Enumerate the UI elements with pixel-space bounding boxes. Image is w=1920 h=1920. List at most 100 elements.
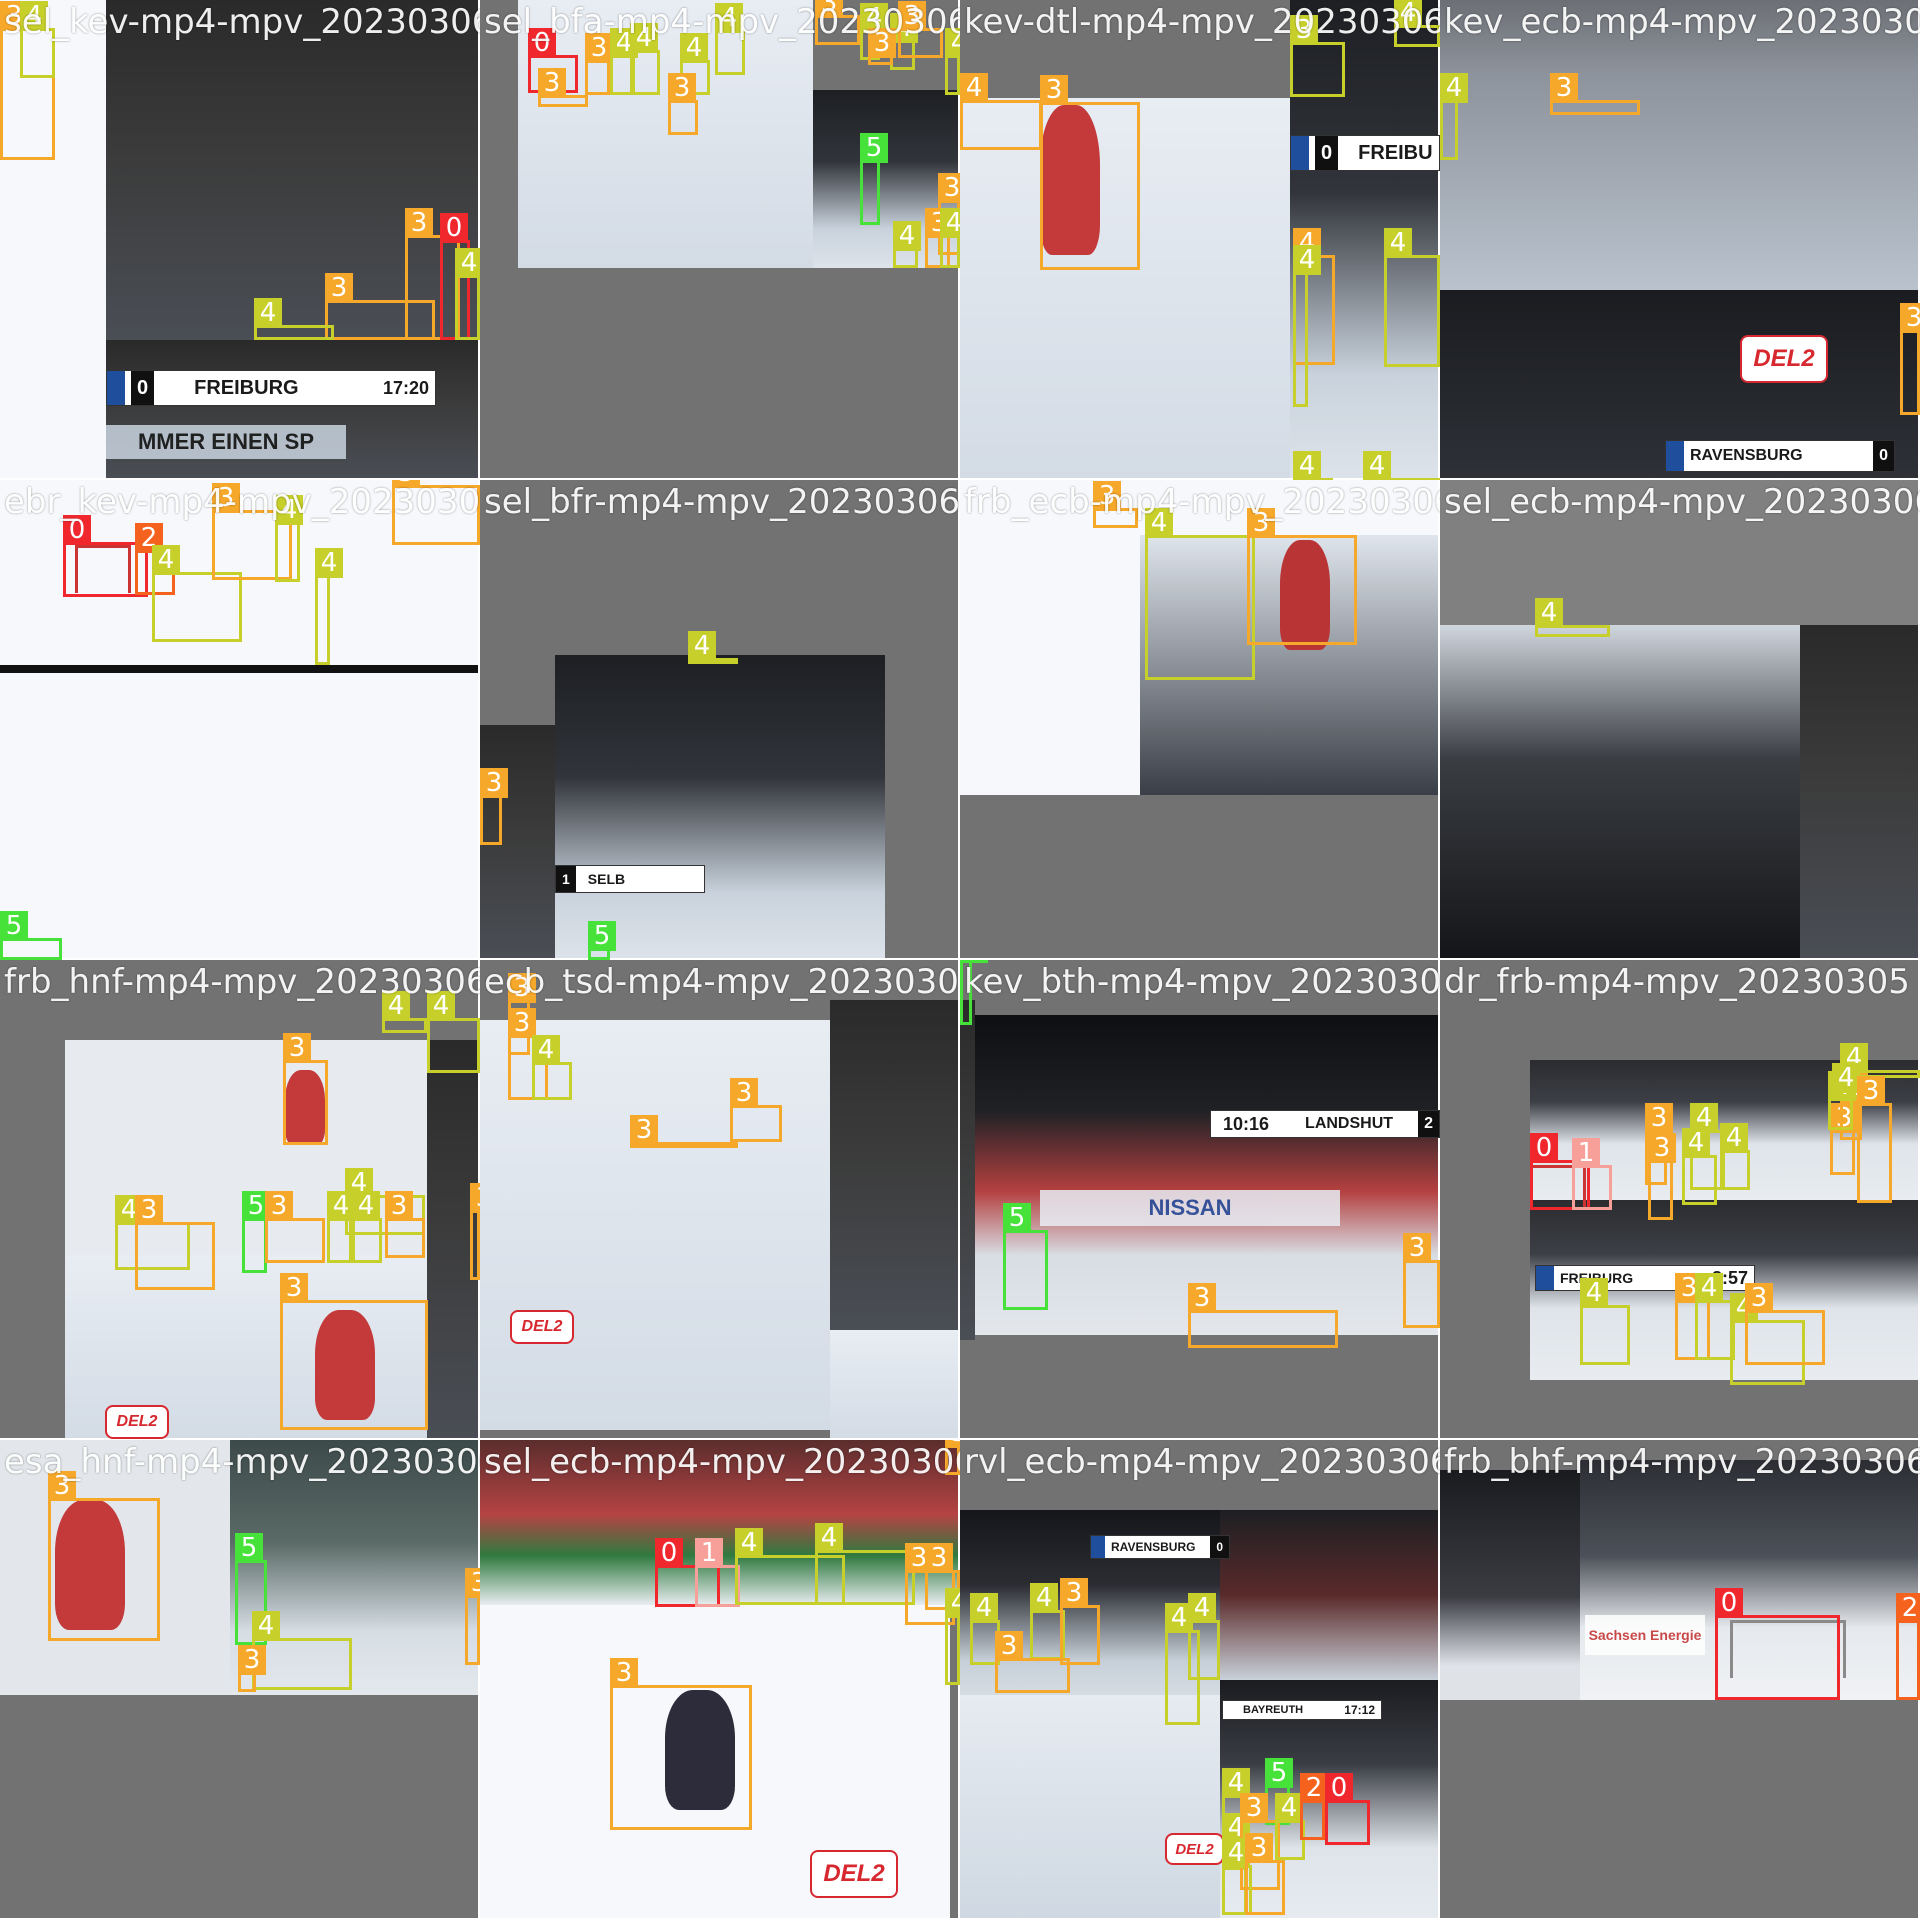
tile[interactable]: 4 sel_ecb-mp4-mpv_20230306 (1440, 480, 1920, 960)
bbox[interactable]: 2 (1300, 1773, 1328, 1840)
bbox[interactable]: 4 (1720, 1123, 1750, 1190)
bbox[interactable]: 4 (315, 548, 343, 665)
bbox[interactable]: 4 (275, 495, 303, 582)
bbox[interactable]: 4 (1440, 73, 1468, 160)
bbox[interactable]: 4 (152, 545, 242, 642)
bbox[interactable]: 0 (1530, 1133, 1590, 1210)
bbox[interactable]: 4 (715, 3, 745, 75)
bbox[interactable]: 4 (688, 631, 738, 664)
bbox[interactable]: 3 (815, 0, 860, 45)
bbox[interactable]: 4 (1535, 598, 1610, 637)
bbox[interactable]: 4 (1394, 0, 1440, 47)
bbox[interactable]: 4 (1293, 245, 1321, 407)
bbox[interactable]: 3 (1550, 73, 1640, 115)
bbox[interactable]: 3 (325, 273, 435, 340)
bbox[interactable]: 4 (970, 1593, 1000, 1665)
bbox[interactable]: 3 (868, 28, 896, 65)
bbox[interactable]: 3 (945, 1440, 960, 1475)
bbox[interactable]: 4 (382, 991, 427, 1033)
bbox[interactable]: 4 (352, 1191, 382, 1263)
bbox[interactable]: 3 (1745, 1283, 1825, 1365)
tile[interactable]: RAVENSBURG 0 BAYREUTH 17:12 DEL2 4 4 3 3 4… (960, 1440, 1440, 1920)
bbox[interactable]: 4 (1695, 1273, 1735, 1360)
bbox[interactable]: 5 (1003, 1203, 1048, 1310)
tile[interactable]: DEL2 3 4 4 4 4 3 5 3 4 4 3 3 3 frb_hnf-m… (0, 960, 480, 1440)
bbox[interactable]: 3 (135, 1195, 215, 1290)
bbox[interactable]: 4 (20, 1, 55, 78)
bbox[interactable]: 0 (655, 1538, 720, 1607)
bbox[interactable]: 3 (1403, 1233, 1440, 1328)
tile[interactable]: 3 4 3 frb_ecb-mp4-mpv_20230306 (960, 480, 1440, 960)
bbox[interactable]: 3 (1648, 1133, 1676, 1220)
bbox[interactable]: 3 (1247, 508, 1357, 645)
bbox[interactable]: 3 (1675, 1273, 1710, 1360)
bbox[interactable]: 4 (1363, 451, 1440, 480)
bbox[interactable]: 3 (1093, 481, 1138, 528)
tile[interactable]: 0 FREIBU 3 4 3 4 4 4 4 4 4 kev-dtl-mp4-mp… (960, 0, 1440, 480)
bbox[interactable]: 3 (898, 1, 943, 58)
tile[interactable]: DEL2 3 3 4 3 3 ecb_tsd-mp4-mpv_20230306 (480, 960, 960, 1440)
bbox[interactable]: 4 (945, 1588, 960, 1685)
bbox[interactable]: 3 (1290, 15, 1345, 97)
bbox[interactable]: 3 (1060, 1578, 1100, 1665)
bbox[interactable]: 4 (940, 208, 960, 268)
bbox[interactable]: 5 (0, 911, 62, 960)
tile[interactable]: MMER EINEN SP 0 FREIBURG 17:20 3 4 3 0 4 3… (0, 0, 480, 480)
bbox[interactable]: 3 (995, 1631, 1070, 1693)
bbox[interactable]: 4 (327, 1191, 355, 1263)
bbox[interactable]: 0 (1715, 1588, 1840, 1700)
bbox[interactable]: 3 (280, 1273, 428, 1430)
bbox[interactable]: 5 (242, 1191, 270, 1273)
bbox[interactable]: 4 (945, 28, 960, 95)
bbox[interactable]: 3 (212, 483, 292, 580)
bbox[interactable]: 4 (1030, 1583, 1065, 1660)
bbox[interactable]: 4 (252, 1611, 352, 1690)
bbox[interactable]: 4 (1145, 508, 1255, 680)
bbox[interactable]: 4 (455, 248, 480, 340)
bbox[interactable]: 5 (860, 133, 888, 225)
bbox[interactable]: 5 (1265, 1758, 1293, 1825)
bbox[interactable]: 3 (730, 1078, 782, 1142)
bbox[interactable]: 4 (1275, 1793, 1305, 1860)
bbox[interactable]: 3 (538, 68, 588, 107)
bbox[interactable]: 4 (254, 298, 334, 340)
bbox[interactable]: 4 (815, 1523, 915, 1605)
bbox[interactable]: 3 (1857, 1076, 1892, 1203)
bbox[interactable]: 3 (480, 768, 508, 845)
bbox[interactable]: 4 (960, 73, 1042, 150)
bbox[interactable]: 4 (1188, 1593, 1220, 1680)
bbox[interactable]: 1 (1572, 1138, 1612, 1210)
bbox[interactable]: 3 (470, 1183, 480, 1280)
bbox[interactable]: 4 (1384, 228, 1440, 367)
tile[interactable]: 0 3 3 4 4 4 4 3 3 4 4 3 4 3 3 5 4 3 4 se… (480, 0, 960, 480)
bbox[interactable]: 3 (238, 1645, 266, 1692)
tile[interactable]: Sachsen Energie 0 2 frb_bhf-mp4-mpv_2023… (1440, 1440, 1920, 1920)
tile[interactable]: DEL2 RAVENSBURG 0 4 3 3 kev_ecb-mp4-mpv_2… (1440, 0, 1920, 480)
bbox[interactable]: 3 (610, 1658, 752, 1830)
bbox[interactable]: 3 (630, 1115, 738, 1148)
bbox[interactable]: 5 (588, 921, 616, 960)
bbox[interactable]: 4 (427, 991, 480, 1073)
bbox[interactable]: 4 (893, 221, 921, 268)
bbox[interactable]: 5 (960, 960, 988, 1025)
bbox[interactable]: 3 (465, 1568, 480, 1665)
bbox[interactable]: 3 (585, 33, 613, 95)
bbox[interactable]: 3 (1188, 1283, 1338, 1348)
bbox[interactable]: 3 (668, 73, 698, 135)
bbox[interactable]: 0 (1325, 1773, 1370, 1845)
bbox[interactable]: 3 (265, 1191, 325, 1263)
tile[interactable]: FREIBURG8:57 0 1 3 3 4 4 4 3 3 4 4 4 3 4… (1440, 960, 1920, 1440)
bbox[interactable]: 3 (392, 480, 480, 545)
bbox[interactable]: 1 (695, 1538, 740, 1607)
bbox[interactable]: 3 (1040, 75, 1140, 270)
tile[interactable]: 3 5 4 3 3 esa_hnf-mp4-mpv_20230306 (0, 1440, 480, 1920)
bbox[interactable]: 4 (1682, 1128, 1717, 1205)
bbox[interactable]: 3 (508, 973, 536, 1055)
tile[interactable]: 1 SELB 4 3 5 sel_bfr-mp4-mpv_20230306 (480, 480, 960, 960)
bbox[interactable]: 0 (63, 515, 148, 597)
bbox[interactable]: 3 (1645, 1103, 1673, 1185)
bbox[interactable]: 2 (1896, 1593, 1920, 1700)
bbox[interactable]: 3 (48, 1471, 160, 1641)
bbox[interactable]: 4 (735, 1528, 845, 1605)
